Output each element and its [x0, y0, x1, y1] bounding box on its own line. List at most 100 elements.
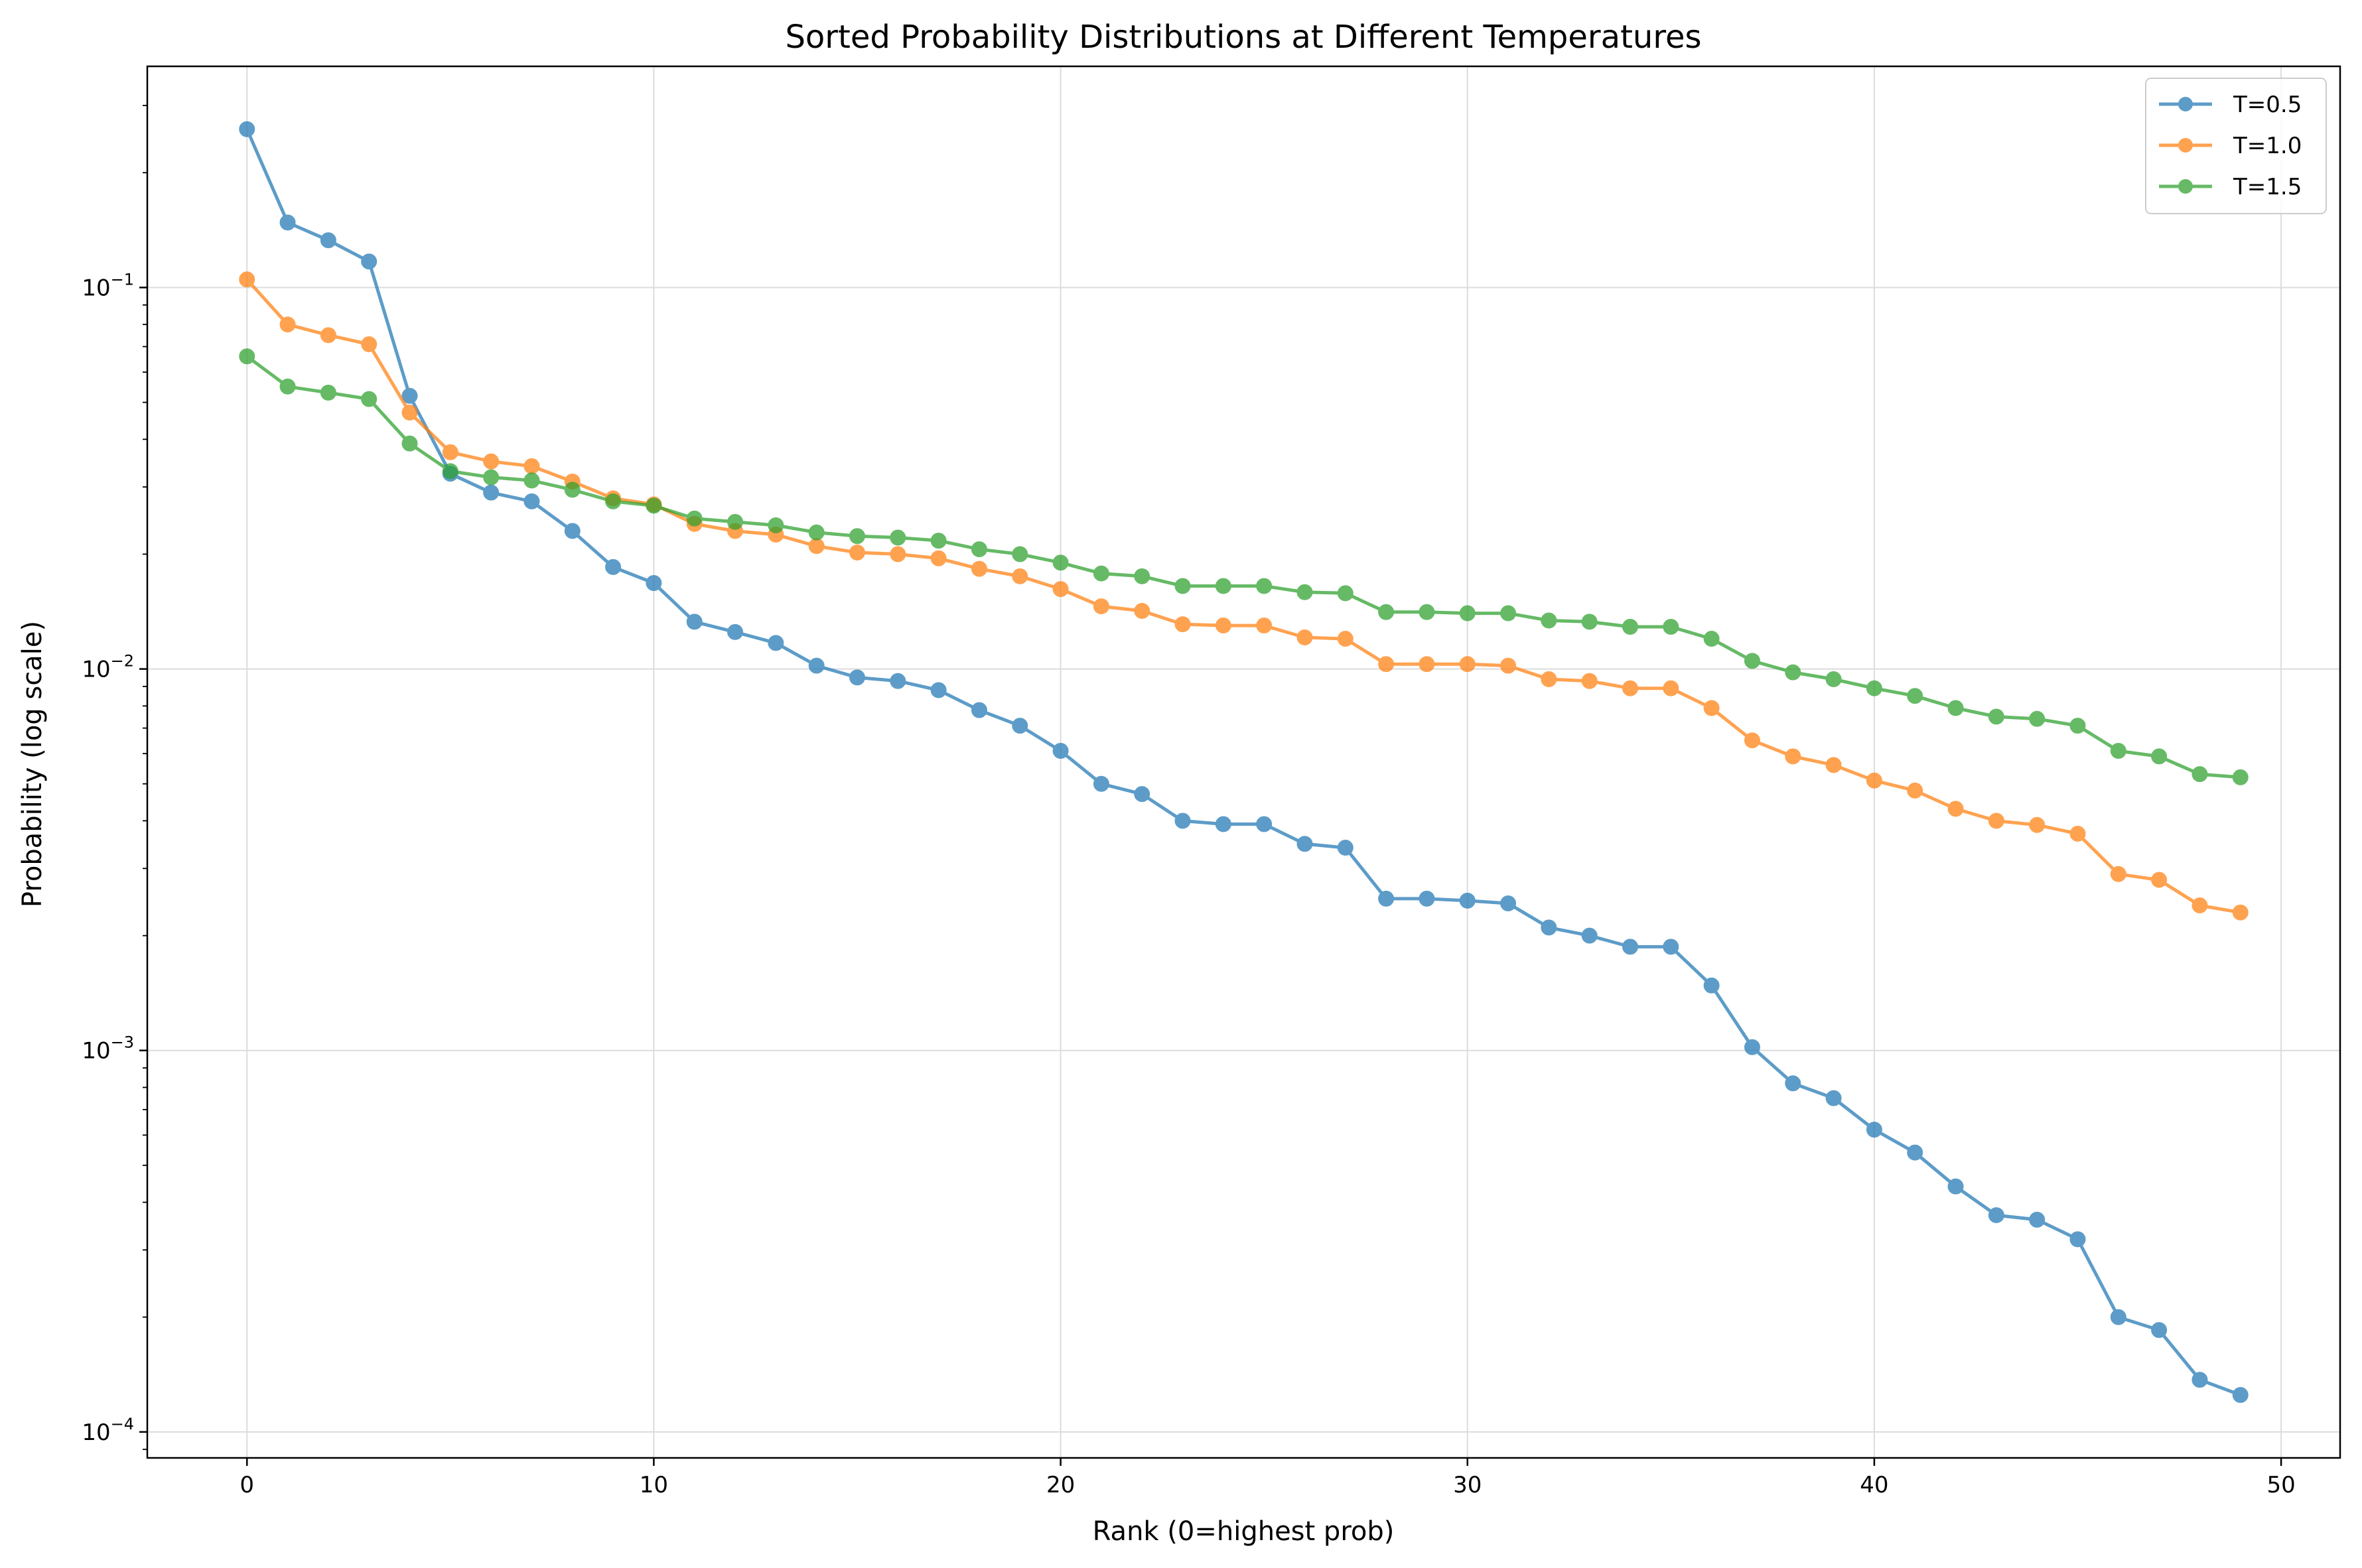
data-point — [1703, 700, 1720, 716]
data-point — [1703, 977, 1720, 994]
data-point — [1500, 895, 1517, 911]
legend-entry: T=0.5 — [2159, 92, 2302, 118]
y-axis-label: Probability (log scale) — [17, 621, 48, 907]
data-point — [1093, 565, 1109, 582]
data-point — [1052, 743, 1069, 759]
data-point — [2069, 1231, 2086, 1248]
legend: T=0.5 T=1.0 T=1.5 — [2145, 78, 2327, 214]
data-point — [890, 673, 906, 689]
data-point — [1785, 748, 1801, 765]
legend-box — [2145, 78, 2327, 214]
data-point — [1134, 786, 1150, 803]
data-point — [1378, 890, 1395, 907]
data-point — [2110, 743, 2126, 759]
data-point — [320, 232, 336, 249]
data-point — [1052, 555, 1069, 571]
data-point — [1459, 605, 1476, 621]
data-point — [1215, 578, 1231, 594]
data-point — [1907, 688, 1923, 704]
data-point — [279, 214, 296, 231]
data-point — [2110, 866, 2126, 882]
data-point — [2232, 904, 2249, 921]
data-point — [1012, 546, 1028, 562]
data-point — [1988, 813, 2004, 829]
data-point — [1866, 1122, 1882, 1138]
data-point — [2191, 1372, 2208, 1388]
data-point — [523, 493, 540, 509]
data-point — [727, 623, 744, 640]
data-point — [523, 458, 540, 474]
data-point — [1337, 840, 1354, 856]
data-point — [1093, 775, 1109, 792]
y-tick-label: 10−2 — [82, 652, 134, 683]
data-point — [1581, 614, 1598, 630]
data-point — [1419, 890, 1435, 907]
y-tick-label: 10−1 — [82, 270, 134, 301]
x-tick-label: 50 — [2266, 1472, 2295, 1498]
data-point — [1744, 1039, 1760, 1055]
data-point — [1012, 568, 1028, 584]
data-point — [1256, 816, 1273, 832]
data-point — [320, 385, 336, 401]
data-point — [1947, 801, 1964, 817]
series-layer — [239, 121, 2249, 1404]
data-point — [1947, 700, 1964, 716]
data-point — [1663, 680, 1679, 696]
data-point — [1785, 664, 1801, 681]
data-point — [2029, 710, 2046, 727]
data-point — [1459, 656, 1476, 673]
data-point — [1500, 605, 1517, 621]
data-point — [279, 378, 296, 395]
data-point — [2232, 769, 2249, 785]
data-point — [768, 635, 784, 651]
data-point — [1581, 673, 1598, 689]
data-point — [1541, 612, 1557, 629]
data-point — [279, 316, 296, 333]
data-point — [727, 513, 744, 530]
data-point — [1866, 680, 1882, 696]
data-point — [2151, 1322, 2168, 1339]
data-point — [1663, 939, 1679, 955]
data-point — [1419, 604, 1435, 620]
data-point — [483, 469, 500, 486]
legend-swatch — [2159, 97, 2212, 111]
data-point — [1419, 656, 1435, 673]
data-point — [890, 546, 906, 562]
chart-title: Sorted Probability Distributions at Diff… — [785, 19, 1701, 56]
data-point — [1825, 757, 1842, 773]
data-point — [1988, 708, 2004, 725]
data-point — [1541, 671, 1557, 688]
series-T=1.0 — [239, 271, 2249, 921]
y-tick-label: 10−3 — [82, 1033, 134, 1065]
data-point — [1296, 584, 1313, 600]
data-point — [890, 529, 906, 546]
data-point — [1215, 618, 1231, 634]
data-point — [1785, 1075, 1801, 1092]
data-point — [361, 391, 378, 407]
data-point — [1907, 1144, 1923, 1161]
data-point — [1663, 618, 1679, 635]
x-tick-label: 20 — [1046, 1472, 1075, 1498]
data-point — [1825, 671, 1842, 688]
data-point — [930, 682, 947, 698]
series-T=0.5 — [239, 121, 2249, 1404]
data-point — [1703, 631, 1720, 647]
data-point — [1622, 618, 1639, 635]
data-point — [2069, 718, 2086, 734]
data-point — [768, 517, 784, 534]
data-point — [605, 493, 622, 509]
data-point — [1174, 578, 1191, 594]
data-point — [849, 544, 865, 560]
data-point — [1174, 813, 1191, 829]
data-point — [1134, 603, 1150, 620]
data-point — [239, 271, 255, 288]
data-point — [564, 482, 581, 498]
data-point — [1296, 836, 1313, 852]
series-T=1.5 — [239, 348, 2249, 785]
data-point — [2191, 897, 2208, 914]
data-point — [2029, 817, 2046, 833]
legend-entry: T=1.0 — [2159, 133, 2302, 159]
data-point — [361, 253, 378, 270]
data-point — [808, 657, 825, 674]
